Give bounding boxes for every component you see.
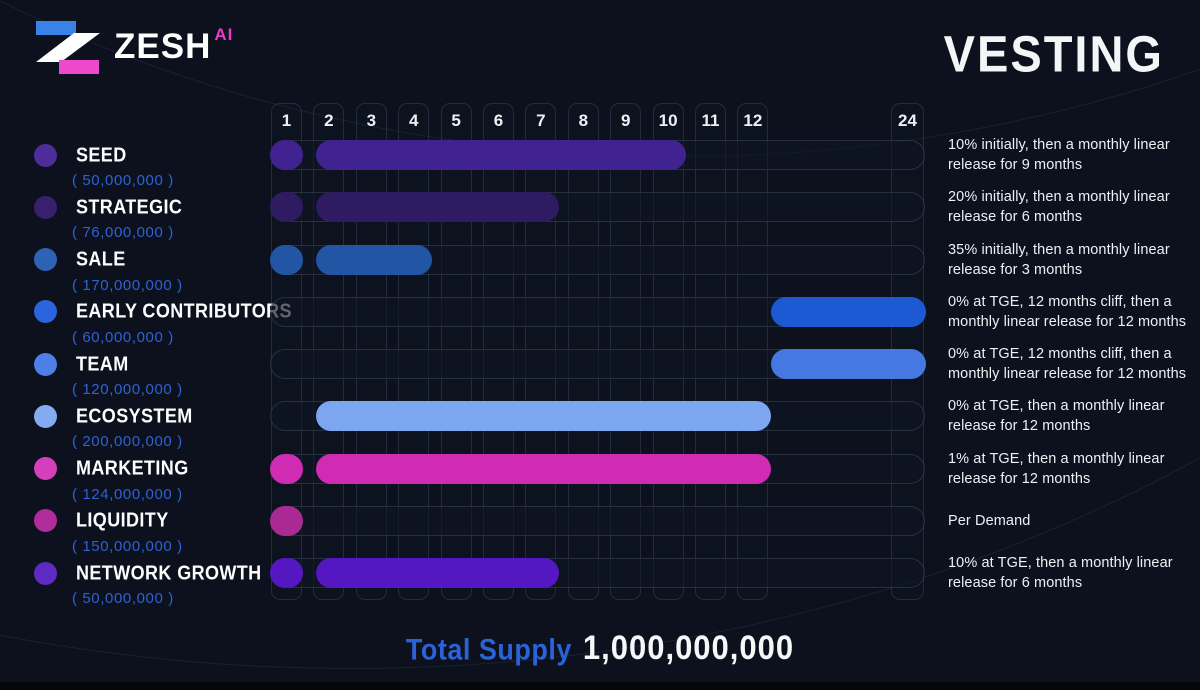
bottom-edge-strip — [0, 682, 1200, 690]
month-tick-label: 11 — [701, 111, 720, 130]
vesting-description-network-growth: 10% at TGE, then a monthly linear releas… — [948, 555, 1173, 591]
category-color-dot — [34, 509, 57, 533]
category-color-dot — [34, 352, 57, 376]
vesting-track-ecosystem — [270, 401, 925, 432]
total-supply-label: Total Supply — [405, 632, 572, 666]
month-tick-label: 24 — [898, 111, 917, 130]
category-color-dot — [34, 143, 57, 167]
vesting-track-seed — [270, 140, 925, 170]
legend-item-sale: SALE ( 170,000,000 ) — [34, 245, 266, 294]
tge-release-pill — [270, 558, 303, 588]
category-allocation: ( 150,000,000 ) — [72, 537, 183, 555]
vesting-track-sale — [270, 244, 925, 275]
category-allocation: ( 120,000,000 ) — [72, 381, 183, 398]
category-name: STRATEGIC — [76, 195, 183, 218]
vesting-description-liquidity: Per Demand — [948, 512, 1031, 529]
category-name: TEAM — [76, 352, 129, 375]
vesting-track-liquidity — [270, 505, 925, 536]
month-tick-label: 5 — [451, 111, 461, 130]
month-tick-label: 12 — [743, 111, 763, 130]
legend-item-early-contributors: EARLY CONTRIBUTORS ( 60,000,000 ) — [34, 297, 292, 346]
category-name: NETWORK GROWTH — [76, 561, 262, 584]
month-tick-label: 9 — [620, 111, 631, 130]
brand-wordmark: ZESH AI — [114, 20, 233, 74]
category-name: SEED — [76, 143, 127, 166]
linear-release-bar — [771, 349, 926, 379]
vesting-gantt-chart: 1 2 3 4 5 6 7 8 9 10 11 12 24 — [270, 103, 926, 600]
vesting-description-ecosystem: 0% at TGE, then a monthly linear release… — [948, 398, 1165, 435]
category-color-dot — [34, 300, 57, 324]
category-allocation: ( 50,000,000 ) — [72, 172, 174, 189]
month-tick-label: 2 — [324, 111, 334, 130]
linear-release-bar — [771, 296, 926, 327]
linear-release-bar — [315, 140, 687, 170]
total-supply: Total Supply 1,000,000,000 — [0, 628, 1200, 668]
zesh-logo-icon — [36, 21, 100, 74]
month-tick-label: 3 — [366, 111, 377, 130]
tge-release-pill — [270, 505, 303, 536]
legend-item-ecosystem: ECOSYSTEM ( 200,000,000 ) — [34, 401, 266, 450]
linear-release-bar — [315, 558, 559, 588]
category-color-dot — [34, 404, 57, 428]
vesting-track-team — [270, 349, 926, 379]
category-name: ECOSYSTEM — [76, 404, 193, 427]
category-allocation: ( 50,000,000 ) — [72, 590, 174, 607]
vesting-description-seed: 10% initially, then a monthly linear rel… — [948, 137, 1170, 173]
linear-release-bar — [315, 244, 432, 275]
vesting-track-network-growth — [270, 558, 925, 588]
month-tick-label: 4 — [408, 111, 419, 130]
category-color-dot — [34, 248, 57, 271]
legend-item-liquidity: LIQUIDITY ( 150,000,000 ) — [34, 506, 266, 555]
month-tick-label: 1 — [281, 111, 292, 130]
month-tick-label: 6 — [493, 111, 504, 130]
legend-item-team: TEAM ( 120,000,000 ) — [34, 349, 266, 398]
tge-release-pill — [270, 140, 303, 170]
month-tick-label: 7 — [536, 111, 546, 130]
legend-item-strategic: STRATEGIC ( 76,000,000 ) — [34, 192, 266, 241]
legend-item-seed: SEED ( 50,000,000 ) — [34, 140, 266, 189]
linear-release-bar — [315, 401, 771, 432]
tge-release-pill — [270, 244, 303, 275]
vesting-description-strategic: 20% initially, then a monthly linear rel… — [948, 189, 1170, 226]
category-allocation: ( 124,000,000 ) — [72, 485, 183, 503]
tge-release-pill — [270, 453, 303, 484]
vesting-track-strategic — [270, 192, 925, 223]
month-tick-label: 10 — [658, 111, 678, 130]
page-title: VESTING — [943, 25, 1164, 83]
vesting-description-sale: 35% initially, then a monthly linear rel… — [948, 241, 1170, 278]
linear-release-bar — [315, 192, 559, 223]
brand-suffix: AI — [214, 25, 234, 44]
linear-release-bar — [315, 453, 771, 484]
brand-name: ZESH — [114, 27, 212, 66]
category-name: SALE — [76, 247, 126, 271]
month-tick-label: 8 — [578, 111, 589, 130]
category-allocation: ( 60,000,000 ) — [72, 328, 174, 346]
category-color-dot — [34, 457, 57, 480]
category-name: MARKETING — [76, 456, 189, 480]
category-name: EARLY CONTRIBUTORS — [76, 299, 292, 323]
tge-release-pill — [270, 192, 303, 223]
vesting-description-early-contributors: 0% at TGE, 12 months cliff, then a month… — [948, 293, 1187, 330]
category-color-dot — [34, 561, 57, 585]
vesting-track-marketing — [270, 453, 925, 484]
total-supply-value: 1,000,000,000 — [582, 628, 795, 667]
category-name: LIQUIDITY — [76, 508, 169, 532]
legend-item-marketing: MARKETING ( 124,000,000 ) — [34, 454, 266, 503]
zesh-logo: ZESH AI — [36, 20, 233, 74]
category-allocation: ( 200,000,000 ) — [72, 433, 183, 451]
vesting-description-team: 0% at TGE, 12 months cliff, then a month… — [948, 346, 1187, 382]
legend-item-network-growth: NETWORK GROWTH ( 50,000,000 ) — [34, 558, 266, 607]
vesting-track-early-contributors — [270, 296, 926, 327]
vesting-description-marketing: 1% at TGE, then a monthly linear release… — [948, 450, 1165, 487]
category-color-dot — [34, 195, 57, 219]
category-allocation: ( 76,000,000 ) — [72, 224, 174, 242]
category-allocation: ( 170,000,000 ) — [72, 276, 183, 294]
